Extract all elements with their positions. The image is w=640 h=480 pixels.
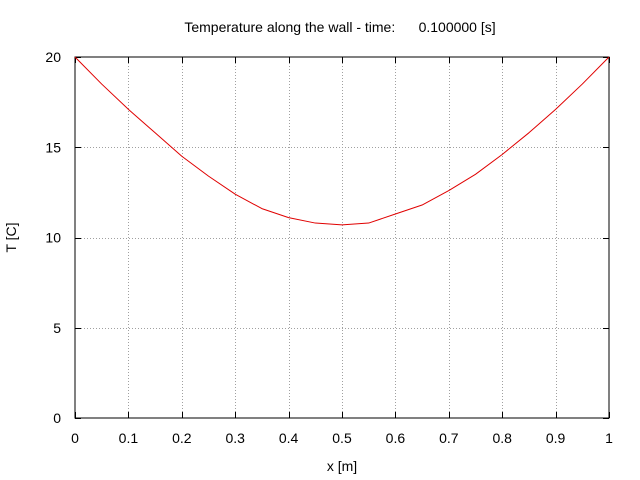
y-tick-label: 15 [45,139,61,155]
grid-layer [75,57,609,418]
y-tick-label: 0 [53,410,61,426]
x-tick-labels: 0 0.1 0.2 0.3 0.4 0.5 0.6 0.7 0.8 0.9 1 [71,430,613,446]
y-tick-labels: 0 5 10 15 20 [45,49,61,426]
x-tick-label: 0.7 [439,430,459,446]
y-tick-label: 10 [45,230,61,246]
x-tick-label: 0.9 [546,430,566,446]
temperature-series-line [74,56,610,226]
chart-title: Temperature along the wall - time: 0.100… [184,19,495,35]
y-tick-label: 20 [45,49,61,65]
x-tick-label: 0.5 [332,430,352,446]
x-axis-label: x [m] [327,458,357,474]
x-tick-label: 0.1 [119,430,139,446]
x-tick-label: 0.4 [279,430,299,446]
x-tick-label: 1 [605,430,613,446]
x-tick-label: 0 [71,430,79,446]
x-tick-label: 0.6 [386,430,406,446]
y-tick-label: 5 [53,320,61,336]
y-axis-label: T [C] [3,222,19,252]
series-layer [74,56,610,226]
x-tick-label: 0.3 [225,430,245,446]
x-tick-label: 0.2 [172,430,192,446]
x-tick-label: 0.8 [492,430,512,446]
